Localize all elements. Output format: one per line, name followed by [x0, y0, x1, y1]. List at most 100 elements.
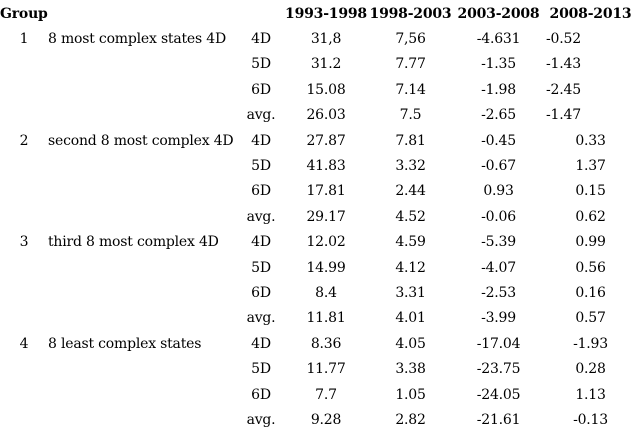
cell-value: 7.77	[395, 56, 426, 73]
table-row: avg. 11.81 4.01 -3.99 0.57	[0, 306, 637, 331]
cell-group-label	[48, 280, 238, 305]
cell-value: 0.57	[575, 310, 606, 327]
cell-value: 0.33	[575, 132, 606, 149]
table-row: 6D 8.4 3.31 -2.53 0.16	[0, 280, 637, 305]
cell-value: 27.87	[306, 132, 346, 149]
cell-dimension: avg.	[246, 107, 276, 124]
cell-value: 0.16	[575, 284, 606, 301]
cell-group-label: second 8 most complex 4D	[48, 132, 234, 149]
cell-group-number	[0, 179, 48, 204]
cell-group-number	[0, 407, 48, 432]
cell-dimension: 4D	[251, 31, 271, 48]
cell-group-number: 4	[19, 335, 29, 352]
cell-group-label	[48, 103, 238, 128]
cell-group-number	[0, 280, 48, 305]
cell-value: 1.05	[395, 386, 426, 403]
cell-group-label	[48, 407, 238, 432]
cell-value: 31,8	[310, 31, 342, 48]
cell-dimension: 4D	[251, 335, 271, 352]
table-row: 5D 31.2 7.77 -1.35 -1.43	[0, 52, 637, 77]
cell-value: 26.03	[306, 107, 346, 124]
cell-value: 4.05	[395, 335, 426, 352]
cell-value: 2.82	[395, 411, 426, 428]
cell-group-number: 3	[19, 234, 29, 251]
cell-value: 41.83	[306, 158, 346, 175]
table-row: 4 8 least complex states 4D 8.36 4.05 -17.04 -…	[0, 331, 637, 356]
table-row: 5D 14.99 4.12 -4.07 0.56	[0, 255, 637, 280]
table-row: avg. 29.17 4.52 -0.06 0.62	[0, 204, 637, 229]
header-row: Group 1993-1998 1998-2003 2003-2008 2008…	[0, 1, 637, 26]
cell-group-label	[48, 204, 238, 229]
cell-group-label: 8 most complex states 4D	[48, 31, 226, 48]
cell-group-label	[48, 255, 238, 280]
cell-group-number: 1	[19, 31, 29, 48]
table-row: 3 third 8 most complex 4D 4D 12.02 4.59 -5.39…	[0, 230, 637, 255]
cell-dimension: 6D	[251, 284, 271, 301]
cell-value: 0.93	[483, 183, 514, 200]
table-row: 5D 41.83 3.32 -0.67 1.37	[0, 153, 637, 178]
cell-value: -24.05	[476, 386, 521, 403]
cell-group-number	[0, 306, 48, 331]
cell-value: 4.01	[395, 310, 426, 327]
cell-value: 4.12	[395, 259, 426, 276]
cell-dimension: avg.	[246, 208, 276, 225]
cell-value: -4.07	[481, 259, 516, 276]
cell-dimension: avg.	[246, 411, 276, 428]
cell-dimension: 6D	[251, 81, 271, 98]
cell-value: 0.62	[575, 208, 606, 225]
cell-group-number	[0, 52, 48, 77]
cell-value: 8.36	[310, 335, 342, 352]
cell-value: 0.56	[575, 259, 606, 276]
cell-group-number	[0, 204, 48, 229]
cell-group-label: 8 least complex states	[48, 335, 202, 352]
cell-value: -1.98	[481, 81, 516, 98]
cell-dimension: 5D	[251, 361, 271, 378]
cell-value: 1.13	[575, 386, 606, 403]
cell-group-number	[0, 255, 48, 280]
cell-value: 7.7	[315, 386, 337, 403]
cell-dimension: 5D	[251, 56, 271, 73]
cell-value: 0.15	[575, 183, 606, 200]
cell-value: 3.32	[395, 158, 426, 175]
cell-group-number: 2	[19, 132, 29, 149]
cell-value: 11.77	[306, 361, 346, 378]
cell-value: 4.52	[395, 208, 426, 225]
cell-value: 7.5	[399, 107, 422, 124]
cell-value: 12.02	[306, 234, 346, 251]
cell-dimension: 6D	[251, 386, 271, 403]
table-row: 5D 11.77 3.38 -23.75 0.28	[0, 356, 637, 381]
cell-dimension: avg.	[246, 310, 276, 327]
cell-value: 9.28	[310, 411, 342, 428]
cell-group-label	[48, 356, 238, 381]
cell-group-number	[0, 153, 48, 178]
cell-group-label	[48, 306, 238, 331]
cell-value: -21.61	[476, 411, 521, 428]
cell-group-label	[48, 179, 238, 204]
table-row: 6D 7.7 1.05 -24.05 1.13	[0, 382, 637, 407]
cell-value: 0.99	[575, 234, 606, 251]
cell-dimension: 4D	[251, 234, 271, 251]
table-body: 1 8 most complex states 4D 4D 31,8 7,56 -4.63…	[0, 26, 637, 432]
cell-value: 7.81	[395, 132, 426, 149]
cell-value: -0.13	[573, 411, 608, 428]
cell-value: -2.45	[546, 81, 581, 98]
cell-group-label	[48, 52, 238, 77]
cell-group-number	[0, 77, 48, 102]
cell-value: -0.45	[481, 132, 516, 149]
cell-value: -1.93	[573, 335, 608, 352]
table-row: avg. 9.28 2.82 -21.61 -0.13	[0, 407, 637, 432]
cell-value: 15.08	[306, 81, 346, 98]
cell-group-number	[0, 382, 48, 407]
cell-value: 29.17	[306, 208, 346, 225]
table-row: 6D 17.81 2.44 0.93 0.15	[0, 179, 637, 204]
cell-value: -0.67	[481, 158, 516, 175]
cell-group-label	[48, 153, 238, 178]
table-row: 6D 15.08 7.14 -1.98 -2.45	[0, 77, 637, 102]
cell-group-number	[0, 103, 48, 128]
cell-value: 7.14	[395, 81, 426, 98]
cell-dimension: 5D	[251, 259, 271, 276]
cell-value: 3.31	[395, 284, 426, 301]
cell-value: -2.53	[481, 284, 516, 301]
